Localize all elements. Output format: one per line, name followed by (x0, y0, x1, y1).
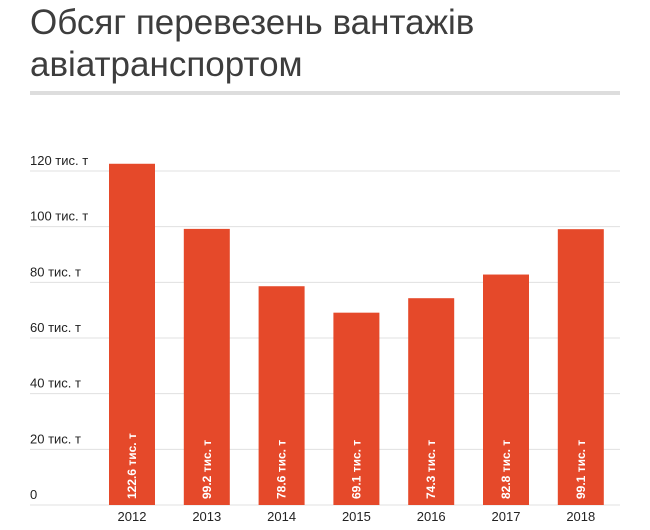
y-tick-label: 60 тис. т (30, 320, 81, 335)
chart-title-line-1: Обсяг перевезень вантажів (30, 3, 475, 42)
data-label: 122.6 тис. т (125, 433, 139, 499)
x-tick-label: 2014 (267, 509, 296, 524)
x-tick-label: 2013 (192, 509, 221, 524)
bar (408, 298, 455, 505)
data-label: 78.6 тис. т (275, 440, 289, 499)
title-divider (30, 91, 620, 95)
data-label: 69.1 тис. т (349, 440, 363, 499)
bar (183, 228, 230, 506)
data-label: 99.1 тис. т (574, 440, 588, 499)
data-label: 74.3 тис. т (424, 440, 438, 499)
y-tick-label: 80 тис. т (30, 264, 81, 279)
bar (258, 286, 305, 505)
bar (109, 163, 155, 505)
y-tick-label: 40 тис. т (30, 376, 81, 391)
data-label: 82.8 тис. т (499, 440, 513, 499)
bar (483, 274, 529, 505)
y-tick-label: 20 тис. т (30, 431, 81, 446)
chart-title-line-2: авіатранспортом (30, 45, 303, 84)
x-tick-label: 2012 (118, 509, 147, 524)
bar (557, 229, 604, 505)
x-tick-label: 2017 (492, 509, 521, 524)
x-tick-label: 2016 (417, 509, 446, 524)
bar (333, 312, 380, 505)
y-tick-label: 0 (30, 487, 37, 502)
data-label: 99.2 тис. т (200, 440, 214, 499)
x-tick-label: 2018 (566, 509, 595, 524)
y-tick-label: 120 тис. т (30, 153, 88, 168)
chart-title: Обсяг перевезень вантажів авіатранспорто… (30, 2, 630, 86)
x-tick-label: 2015 (342, 509, 371, 524)
y-tick-label: 100 тис. т (30, 209, 88, 224)
